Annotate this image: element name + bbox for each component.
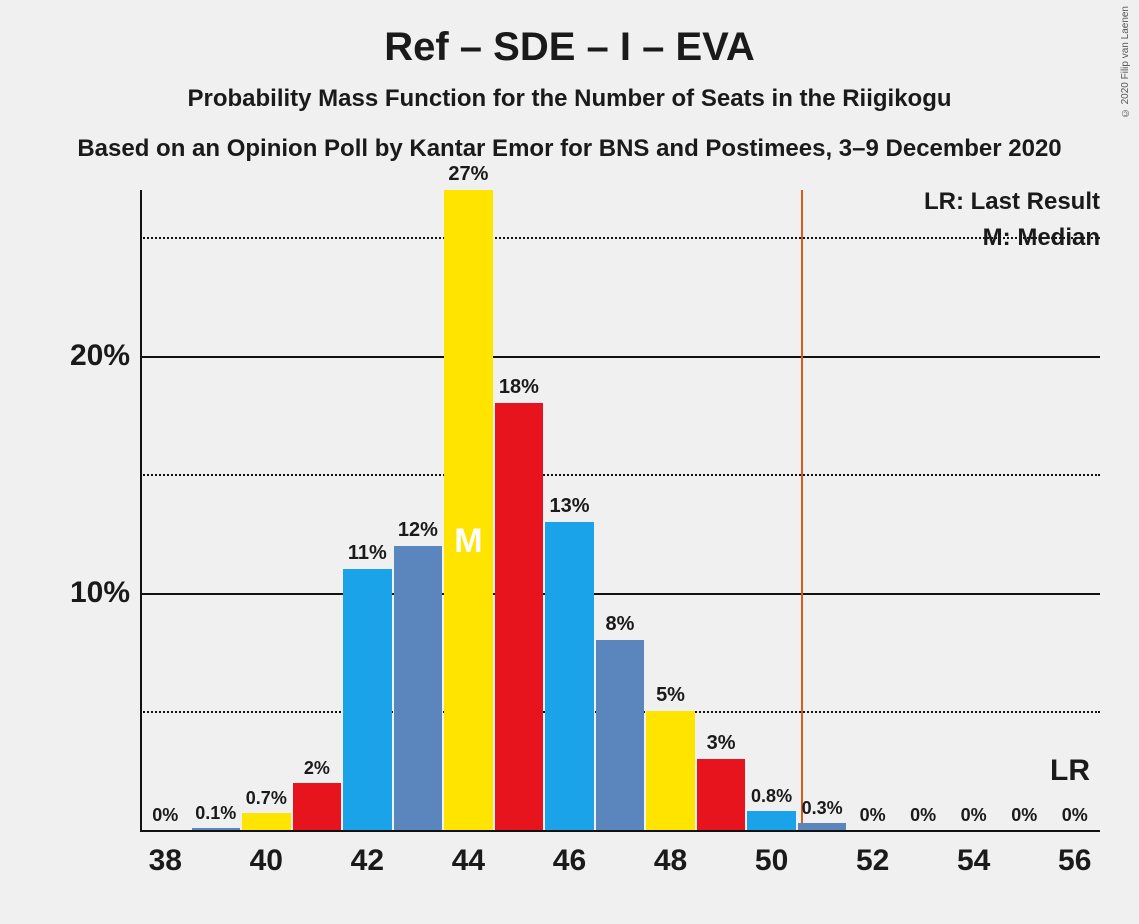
gridline: [140, 237, 1100, 239]
bar-value-label: 13%: [549, 495, 589, 518]
gridline: [140, 830, 1100, 832]
bar-value-label: 0.7%: [246, 788, 287, 809]
bar: 13%: [545, 522, 594, 830]
gridline: [140, 474, 1100, 476]
y-tick-label: 10%: [70, 576, 130, 610]
x-tick-label: 48: [654, 844, 687, 878]
x-tick-label: 42: [351, 844, 384, 878]
chart-subtitle-2: Based on an Opinion Poll by Kantar Emor …: [0, 135, 1139, 163]
bar-value-label: 0%: [910, 805, 936, 826]
x-tick-label: 54: [957, 844, 990, 878]
bar-value-label: 0.1%: [195, 803, 236, 824]
bar-value-label: 11%: [348, 542, 387, 565]
bar: 27%M: [444, 190, 493, 830]
legend-median: M: Median: [983, 224, 1100, 252]
chart-title: Ref – SDE – I – EVA: [0, 25, 1139, 70]
gridline: [140, 356, 1100, 358]
bar-value-label: 3%: [707, 732, 736, 755]
last-result-label: LR: [1050, 754, 1090, 788]
median-marker: M: [454, 522, 482, 561]
bar-value-label: 0%: [152, 805, 178, 826]
x-tick-label: 38: [149, 844, 182, 878]
bar: 0.1%: [192, 828, 241, 830]
x-tick-label: 56: [1058, 844, 1091, 878]
x-tick-label: 44: [452, 844, 485, 878]
bar: 5%: [646, 711, 695, 830]
bar: 2%: [293, 783, 342, 830]
x-tick-label: 40: [250, 844, 283, 878]
legend-last-result: LR: Last Result: [924, 188, 1100, 216]
chart-subtitle-1: Probability Mass Function for the Number…: [0, 85, 1139, 113]
bar-value-label: 8%: [606, 613, 635, 636]
bar: 8%: [596, 640, 645, 830]
bar: 11%: [343, 569, 392, 830]
bar-value-label: 2%: [304, 758, 330, 779]
pmf-bar-chart: 10%20%384042444648505254560%0.1%0.7%2%11…: [140, 190, 1100, 830]
bar-value-label: 0%: [860, 805, 886, 826]
copyright-text: © 2020 Filip van Laenen: [1120, 6, 1131, 118]
bar-value-label: 0%: [961, 805, 987, 826]
bar-value-label: 0.8%: [751, 786, 792, 807]
bar: 3%: [697, 759, 746, 830]
bar-value-label: 5%: [656, 684, 685, 707]
bar-value-label: 0.3%: [802, 798, 843, 819]
x-tick-label: 50: [755, 844, 788, 878]
x-tick-label: 46: [553, 844, 586, 878]
bar-value-label: 0%: [1011, 805, 1037, 826]
bar-value-label: 18%: [499, 376, 539, 399]
gridline: [140, 593, 1100, 595]
bar: 0.7%: [242, 813, 291, 830]
last-result-line: [801, 190, 803, 830]
x-tick-label: 52: [856, 844, 889, 878]
y-axis: [140, 190, 142, 830]
bar: 0.3%: [798, 823, 847, 830]
bar-value-label: 0%: [1062, 805, 1088, 826]
bar: 0.8%: [747, 811, 796, 830]
y-tick-label: 20%: [70, 339, 130, 373]
bar-value-label: 12%: [398, 519, 438, 542]
bar-value-label: 27%: [448, 163, 488, 186]
bar: 12%: [394, 546, 443, 830]
bar: 18%: [495, 403, 544, 830]
